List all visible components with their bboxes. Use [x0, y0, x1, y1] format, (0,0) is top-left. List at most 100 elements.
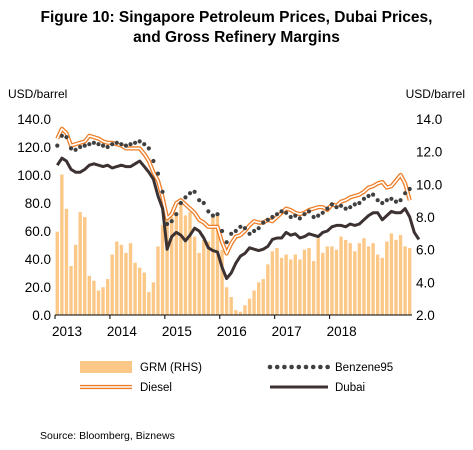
legend-benzene95-swatch-dot	[289, 364, 294, 370]
grm-bar	[307, 248, 311, 315]
grm-bar	[165, 218, 169, 315]
grm-bar	[316, 238, 320, 315]
right-tick-label: 10.0	[416, 177, 442, 192]
benzene95-point	[375, 198, 380, 203]
grm-bar	[353, 251, 357, 315]
benzene95-point	[91, 140, 97, 145]
grm-bar	[206, 241, 211, 315]
diesel-line-inner	[56, 128, 411, 255]
grm-bar	[343, 239, 348, 315]
benzene95-point	[334, 205, 339, 210]
benzene95-point	[352, 202, 357, 207]
grm-bar	[408, 248, 412, 315]
chart-title-line-2: and Gross Refinery Margins	[133, 29, 340, 46]
benzene95-point	[87, 142, 92, 147]
benzene95-point	[155, 171, 161, 176]
grm-bar	[302, 249, 307, 315]
benzene95-point	[187, 191, 193, 196]
left-tick-label: 100.0	[17, 168, 51, 183]
benzene95-point	[197, 198, 202, 203]
benzene95-point	[68, 146, 74, 151]
grm-bar	[279, 257, 284, 315]
left-tick-label: 40.0	[25, 252, 51, 267]
benzene95-point	[206, 209, 211, 214]
grm-bar	[266, 264, 270, 315]
benzene95-point	[229, 231, 234, 236]
grm-bar	[321, 252, 325, 315]
left-tick-label: 20.0	[25, 280, 51, 295]
benzene95-point	[338, 203, 344, 208]
left-tick-label: 140.0	[17, 112, 51, 127]
grm-bar	[252, 290, 256, 315]
benzene95-point	[366, 193, 371, 199]
grm-bar	[101, 287, 105, 315]
benzene95-point	[302, 212, 307, 217]
legend-benzene95-swatch-dot	[318, 364, 323, 370]
benzene95-point	[114, 140, 119, 145]
benzene95-point	[100, 143, 106, 148]
benzene95-point	[119, 142, 124, 147]
grm-bar	[275, 248, 279, 315]
benzene95-point	[320, 210, 325, 215]
benzene95-point	[178, 200, 183, 206]
grm-bar	[156, 246, 160, 315]
benzene95-point	[137, 139, 142, 144]
benzene95-point	[233, 228, 238, 234]
grm-bar	[83, 217, 87, 315]
grm-bar	[339, 236, 343, 315]
benzene95-point	[201, 200, 206, 206]
x-tick-label: 2014	[107, 324, 138, 339]
grm-bar	[64, 208, 69, 315]
grm-bar	[238, 311, 243, 315]
right-tick-label: 4.0	[416, 275, 435, 290]
grm-bar	[247, 298, 252, 315]
grm-bar	[380, 257, 384, 315]
x-tick-label: 2018	[327, 324, 357, 339]
benzene95-point	[224, 240, 229, 245]
benzene95-point	[110, 142, 115, 147]
legend-diesel-label: Diesel	[140, 382, 172, 394]
benzene95-point	[403, 191, 408, 196]
grm-bar	[375, 254, 380, 315]
grm-bar	[92, 280, 96, 315]
legend-dubai-label: Dubai	[335, 382, 365, 394]
benzene95-point	[357, 200, 362, 206]
benzene95-point	[251, 228, 257, 234]
right-tick-label: 2.0	[416, 308, 435, 323]
grm-bar	[170, 217, 174, 315]
grm-bar	[398, 234, 403, 315]
grm-bar	[202, 239, 206, 315]
benzene95-point	[183, 195, 188, 200]
benzene95-point	[329, 202, 335, 207]
legend-benzene95-swatch-dot	[267, 364, 273, 370]
grm-bar	[133, 262, 137, 315]
right-axis-unit: USD/barrel	[405, 87, 465, 101]
benzene95-point	[169, 219, 174, 224]
grm-bar	[385, 241, 389, 315]
benzene95-point	[165, 221, 170, 227]
grm-bar	[311, 261, 316, 315]
grm-bar	[124, 252, 128, 315]
benzene95-point	[288, 214, 293, 220]
benzene95-point	[142, 142, 147, 147]
benzene95-point	[192, 189, 197, 194]
benzene95-point	[215, 212, 220, 217]
legend-benzene95-swatch-dot	[303, 364, 309, 370]
grm-bar	[183, 215, 188, 315]
grm-bar	[371, 243, 375, 315]
left-tick-label: 120.0	[17, 140, 51, 155]
grm-bar	[270, 251, 275, 315]
chart-title-line-1: Figure 10: Singapore Petroleum Prices, D…	[40, 9, 433, 26]
grm-bar	[330, 246, 334, 315]
legend-benzene95-swatch-dot	[274, 364, 280, 370]
grm-bar	[220, 249, 224, 315]
benzene95-point	[210, 213, 216, 218]
benzene95-point	[316, 213, 321, 218]
grm-bar	[151, 282, 156, 315]
grm-bar	[115, 241, 119, 315]
grm-bar	[243, 305, 247, 315]
benzene95-point	[311, 214, 316, 220]
benzene95-point	[274, 212, 280, 217]
benzene95-point	[55, 143, 60, 148]
